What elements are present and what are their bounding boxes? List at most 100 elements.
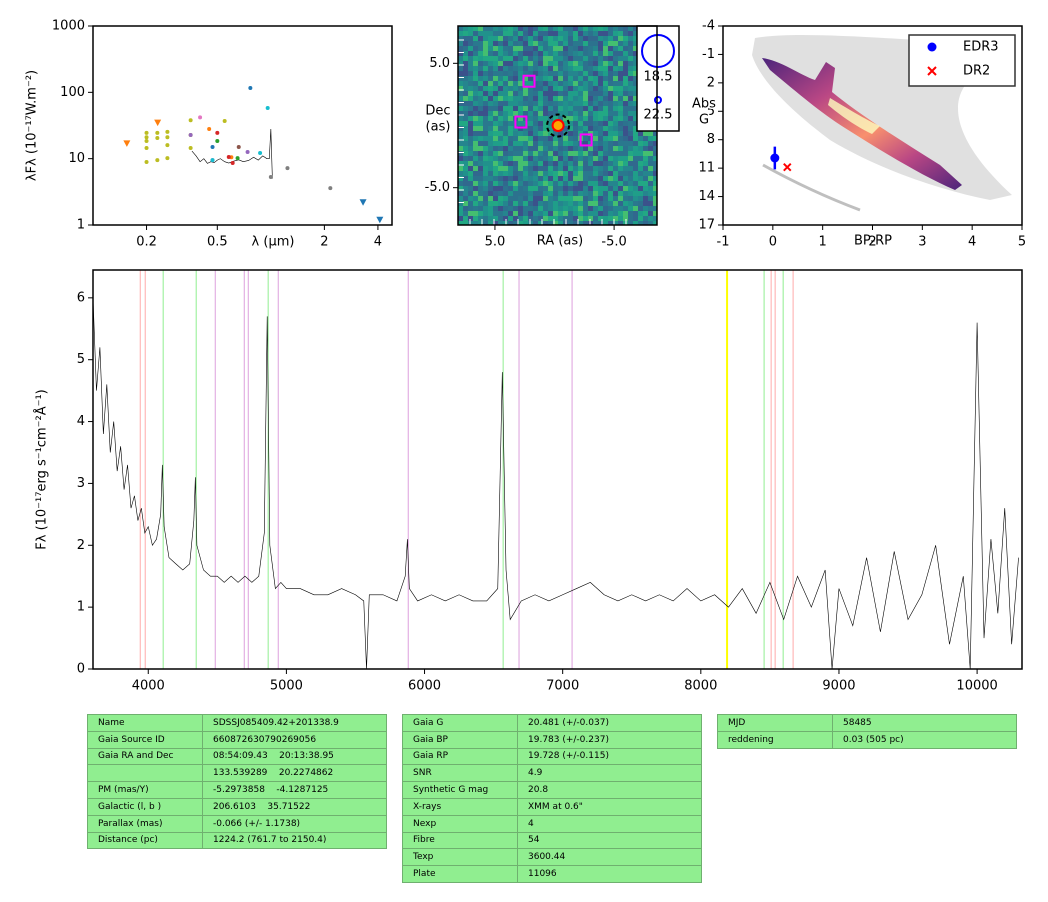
pixel bbox=[503, 116, 509, 122]
pixel bbox=[618, 96, 624, 102]
pixel bbox=[633, 176, 639, 182]
pixel bbox=[548, 121, 554, 127]
spectrum bbox=[93, 297, 1019, 669]
pixel bbox=[643, 211, 649, 217]
pixel bbox=[518, 151, 524, 157]
pixel bbox=[458, 96, 464, 102]
pixel bbox=[503, 26, 509, 32]
pixel bbox=[643, 221, 649, 225]
pixel bbox=[583, 126, 589, 132]
pixel bbox=[538, 216, 544, 222]
pixel bbox=[463, 111, 469, 117]
x-tick-label: 0.2 bbox=[136, 235, 157, 250]
pixel bbox=[473, 206, 479, 212]
pixel bbox=[588, 91, 594, 97]
pixel bbox=[593, 71, 599, 77]
pixel bbox=[528, 31, 534, 37]
pixel bbox=[503, 201, 509, 207]
pixel bbox=[498, 161, 504, 167]
pixel bbox=[523, 96, 529, 102]
pixel bbox=[633, 31, 639, 37]
pixel bbox=[523, 106, 529, 112]
pixel bbox=[628, 111, 634, 117]
pixel bbox=[458, 131, 464, 137]
pixel bbox=[628, 106, 634, 112]
pixel bbox=[488, 186, 494, 192]
pixel bbox=[533, 196, 539, 202]
pixel bbox=[543, 156, 549, 162]
pixel bbox=[588, 56, 594, 62]
pixel bbox=[483, 51, 489, 57]
pixel bbox=[483, 151, 489, 157]
pixel bbox=[558, 36, 564, 42]
pixel bbox=[523, 111, 529, 117]
size-legend-marker bbox=[654, 96, 662, 104]
pixel bbox=[633, 101, 639, 107]
pixel bbox=[583, 201, 589, 207]
pixel bbox=[468, 176, 474, 182]
legend-marker bbox=[927, 42, 937, 52]
pixel bbox=[628, 96, 634, 102]
pixel bbox=[633, 111, 639, 117]
pixel bbox=[513, 191, 519, 197]
pixel bbox=[608, 196, 614, 202]
pixel bbox=[483, 56, 489, 62]
pixel bbox=[468, 181, 474, 187]
pixel bbox=[463, 161, 469, 167]
pixel bbox=[603, 211, 609, 217]
pixel bbox=[488, 36, 494, 42]
pixel bbox=[568, 146, 574, 152]
pixel bbox=[458, 76, 464, 82]
pixel bbox=[603, 216, 609, 222]
pixel bbox=[608, 31, 614, 37]
pixel bbox=[528, 181, 534, 187]
pixel bbox=[498, 211, 504, 217]
pixel bbox=[563, 31, 569, 37]
pixel bbox=[538, 171, 544, 177]
pixel bbox=[608, 71, 614, 77]
pixel bbox=[493, 61, 499, 67]
pixel bbox=[528, 151, 534, 157]
pixel bbox=[473, 26, 479, 32]
pixel bbox=[558, 131, 564, 137]
pixel bbox=[653, 136, 657, 142]
y-tick-label: 0 bbox=[77, 662, 85, 677]
pixel bbox=[613, 116, 619, 122]
pixel bbox=[598, 171, 604, 177]
pixel bbox=[538, 101, 544, 107]
point bbox=[144, 145, 149, 150]
y-tick-label: 5 bbox=[707, 104, 715, 119]
field-value: 660872630790269056 bbox=[202, 730, 387, 749]
pixel bbox=[488, 161, 494, 167]
pixel bbox=[458, 106, 464, 112]
pixel bbox=[503, 56, 509, 62]
pixel bbox=[493, 96, 499, 102]
pixel bbox=[603, 176, 609, 182]
x-tick-label: 5 bbox=[1018, 235, 1026, 250]
pixel bbox=[618, 196, 624, 202]
pixel bbox=[468, 191, 474, 197]
pixel bbox=[538, 176, 544, 182]
pixel bbox=[473, 161, 479, 167]
pixel bbox=[533, 61, 539, 67]
pixel bbox=[558, 116, 564, 122]
pixel bbox=[523, 51, 529, 57]
pixel bbox=[598, 111, 604, 117]
pixel bbox=[523, 91, 529, 97]
pixel bbox=[578, 81, 584, 87]
pixel bbox=[493, 101, 499, 107]
pixel bbox=[543, 186, 549, 192]
pixel bbox=[603, 46, 609, 52]
pixel bbox=[633, 116, 639, 122]
pixel bbox=[498, 61, 504, 67]
pixel bbox=[558, 66, 564, 72]
pixel bbox=[628, 36, 634, 42]
pixel bbox=[508, 26, 514, 32]
pixel bbox=[473, 81, 479, 87]
pixel bbox=[528, 116, 534, 122]
pixel bbox=[653, 201, 657, 207]
pixel bbox=[498, 91, 504, 97]
pixel bbox=[473, 71, 479, 77]
pixel bbox=[473, 61, 479, 67]
pixel bbox=[608, 61, 614, 67]
